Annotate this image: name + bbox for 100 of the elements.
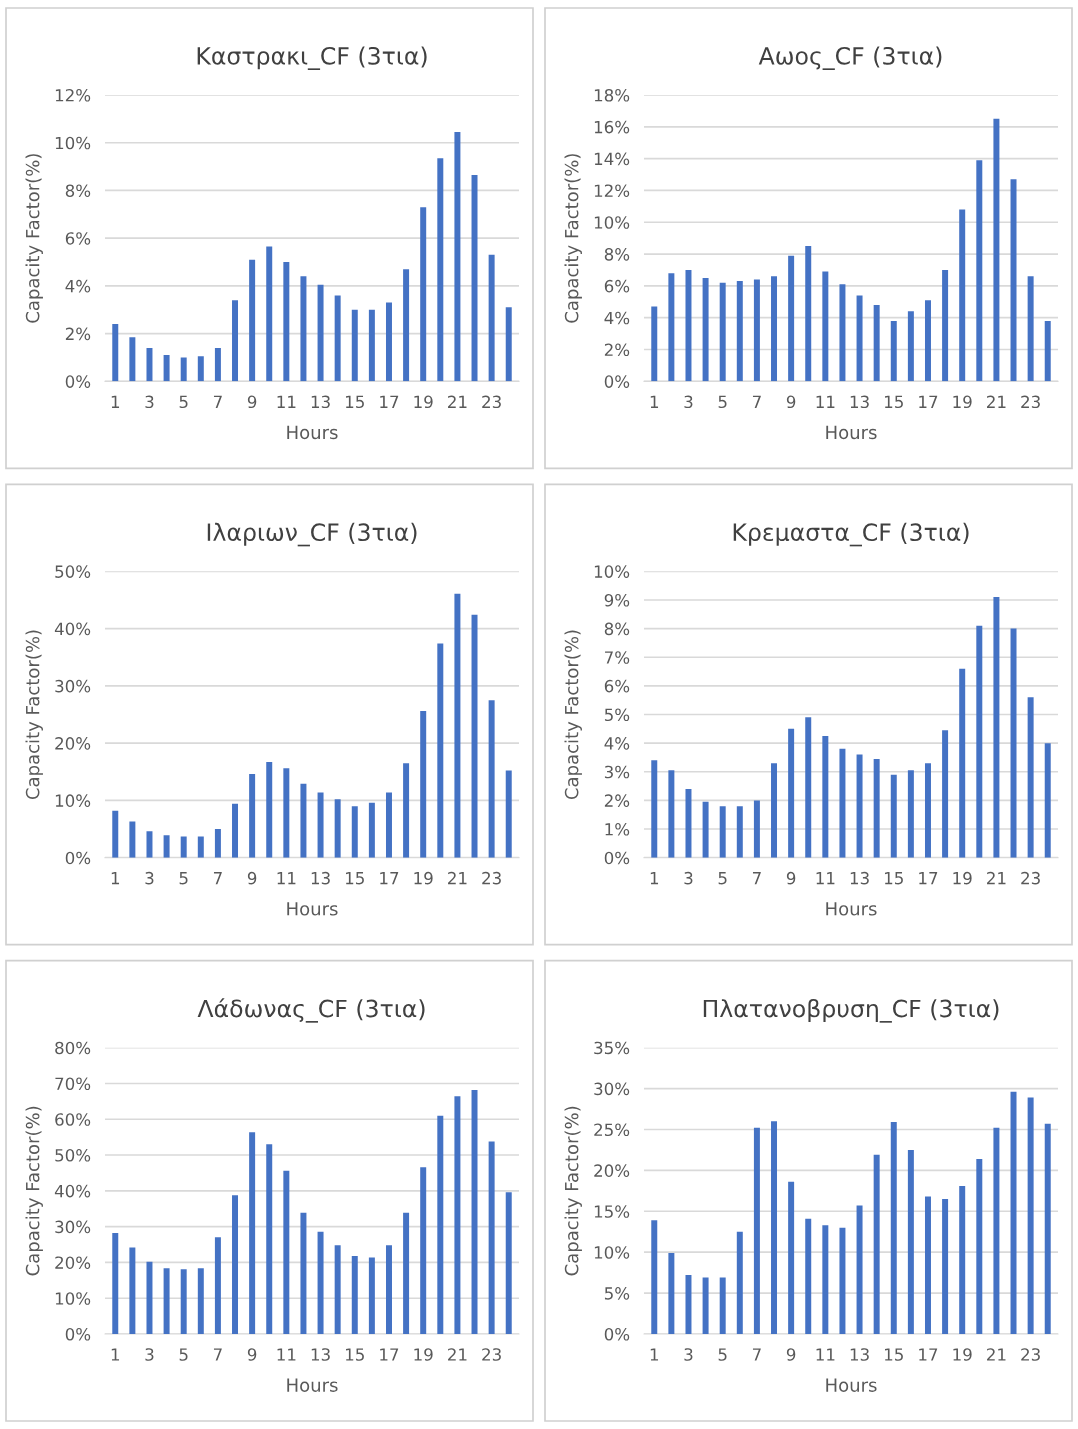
bar bbox=[771, 1121, 778, 1334]
y-tick-label: 40% bbox=[54, 1184, 91, 1198]
y-tick-label: 3% bbox=[604, 765, 630, 779]
bar bbox=[471, 174, 478, 382]
y-tick-label: 60% bbox=[55, 1113, 91, 1126]
chart-title: Αωος_CF (3τια) bbox=[758, 46, 942, 71]
y-tick-label: 70% bbox=[55, 1077, 91, 1091]
x-tick-label: 21 bbox=[448, 871, 467, 885]
bar bbox=[942, 269, 949, 382]
bar bbox=[805, 1218, 812, 1334]
x-tick-label: 11 bbox=[816, 872, 835, 885]
bar bbox=[788, 1181, 795, 1334]
y-tick-label: 0% bbox=[65, 851, 91, 865]
bar bbox=[317, 792, 324, 858]
y-tick-label: 7% bbox=[605, 651, 630, 664]
bar bbox=[1027, 1097, 1034, 1334]
bar bbox=[942, 1199, 949, 1334]
bar bbox=[163, 835, 170, 858]
bar bbox=[505, 770, 512, 858]
bar bbox=[300, 1212, 307, 1334]
bar bbox=[993, 1127, 1000, 1334]
bar bbox=[1044, 743, 1051, 858]
y-tick-label: 8% bbox=[65, 184, 91, 198]
bar bbox=[685, 1275, 692, 1334]
x-tick-label: 3 bbox=[145, 871, 154, 885]
y-tick-label: 16% bbox=[594, 120, 630, 134]
bar bbox=[685, 788, 692, 858]
y-tick-label: 20% bbox=[55, 1256, 91, 1269]
x-tick-label: 17 bbox=[380, 395, 399, 408]
bar bbox=[420, 207, 427, 382]
bar bbox=[702, 277, 709, 382]
x-axis-title: Hours bbox=[287, 425, 338, 440]
bar bbox=[993, 597, 1000, 858]
bar bbox=[180, 1269, 187, 1334]
bar bbox=[420, 1167, 427, 1334]
x-tick-label: 9 bbox=[247, 395, 257, 409]
y-tick-label: 4% bbox=[604, 737, 630, 750]
y-tick-label: 10% bbox=[55, 794, 91, 807]
bar bbox=[232, 300, 239, 382]
bar bbox=[283, 768, 290, 858]
y-axis-title: Capacity Factor(%) bbox=[25, 1106, 43, 1276]
y-axis-title: Capacity Factor(%) bbox=[25, 154, 43, 323]
bar bbox=[924, 763, 931, 858]
bar bbox=[1044, 320, 1051, 382]
x-tick-label: 13 bbox=[311, 1348, 330, 1361]
x-tick-label: 21 bbox=[987, 395, 1006, 408]
bar bbox=[488, 254, 495, 382]
bar bbox=[317, 284, 324, 382]
x-tick-label: 11 bbox=[816, 395, 835, 408]
bar bbox=[163, 1268, 170, 1334]
bar bbox=[283, 1170, 290, 1334]
bar bbox=[471, 614, 478, 858]
chart-title: Λάδωνας_CF (3τια) bbox=[197, 998, 425, 1023]
bar bbox=[129, 1247, 136, 1334]
y-tick-label: 10% bbox=[594, 216, 630, 229]
y-tick-label: 1% bbox=[605, 823, 630, 836]
bar bbox=[702, 1277, 709, 1334]
x-tick-label: 5 bbox=[179, 1348, 188, 1361]
bar bbox=[771, 763, 778, 858]
y-tick-label: 8% bbox=[604, 248, 630, 261]
bar bbox=[856, 754, 863, 858]
y-tick-label: 12% bbox=[594, 184, 630, 198]
y-tick-label: 10% bbox=[594, 565, 630, 578]
bar bbox=[351, 309, 358, 382]
bar bbox=[822, 271, 829, 382]
bar bbox=[249, 259, 256, 382]
y-tick-label: 4% bbox=[65, 279, 91, 293]
bar bbox=[403, 1212, 410, 1334]
x-tick-label: 3 bbox=[684, 871, 693, 885]
bar bbox=[856, 295, 863, 382]
x-tick-label: 5 bbox=[718, 1348, 727, 1361]
y-tick-label: 25% bbox=[594, 1123, 630, 1137]
bar bbox=[959, 1185, 966, 1334]
x-axis-title: Hours bbox=[826, 425, 877, 440]
bar bbox=[1010, 628, 1017, 858]
bar bbox=[129, 821, 136, 858]
y-tick-label: 18% bbox=[594, 88, 630, 102]
y-axis-title: Capacity Factor(%) bbox=[564, 630, 582, 800]
x-tick-label: 17 bbox=[919, 1348, 938, 1361]
x-tick-label: 7 bbox=[213, 872, 222, 885]
bar bbox=[753, 1127, 760, 1334]
x-tick-label: 23 bbox=[482, 1348, 501, 1361]
bar bbox=[232, 1195, 239, 1334]
bar bbox=[505, 307, 512, 382]
chart-title: Ιλαριων_CF (3τια) bbox=[207, 522, 417, 547]
bar bbox=[266, 762, 273, 858]
x-axis-title: Hours bbox=[287, 1378, 338, 1392]
x-tick-label: 17 bbox=[919, 395, 938, 408]
bar bbox=[651, 1220, 658, 1334]
x-tick-label: 1 bbox=[111, 1348, 120, 1361]
bar bbox=[651, 760, 658, 858]
bar bbox=[685, 269, 692, 382]
y-tick-label: 10% bbox=[55, 1292, 91, 1305]
y-tick-label: 5% bbox=[604, 708, 630, 722]
bar bbox=[488, 700, 495, 858]
bar bbox=[1044, 1123, 1051, 1334]
bar bbox=[890, 320, 897, 382]
bar bbox=[1027, 697, 1034, 858]
bar bbox=[873, 1154, 880, 1334]
y-tick-label: 50% bbox=[55, 1149, 91, 1162]
